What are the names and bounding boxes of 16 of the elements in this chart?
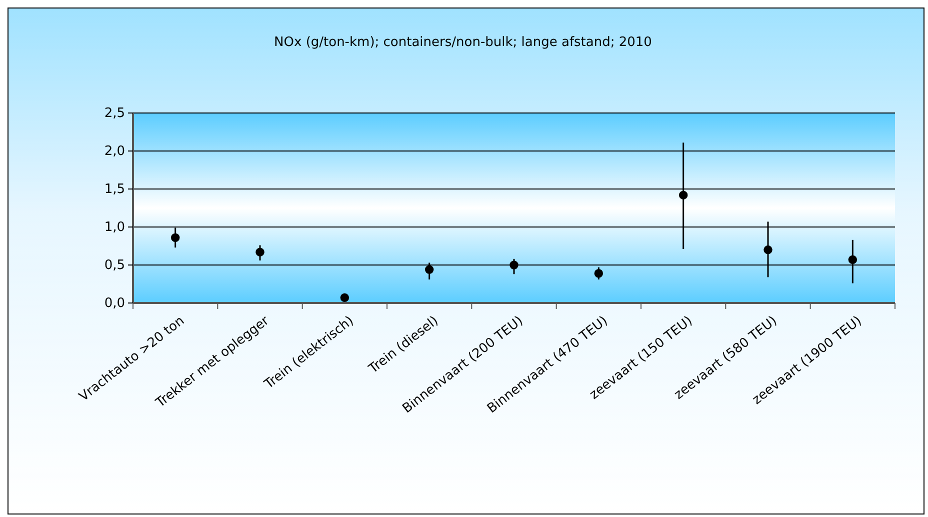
y-tick-label: 2,0 — [104, 144, 125, 160]
point — [170, 233, 180, 242]
y-tick-label: 1,5 — [104, 182, 125, 198]
point — [594, 269, 604, 278]
y-tick-label: 1,0 — [104, 220, 125, 236]
y-tick-label: 2,5 — [104, 106, 125, 122]
point — [424, 265, 434, 274]
point — [256, 248, 264, 256]
y-tick-label: 0,5 — [104, 258, 125, 274]
chart-title: NOx (g/ton-km); containers/non-bulk; lange afstand; 2010 — [274, 35, 652, 50]
point — [764, 245, 772, 254]
point — [848, 255, 858, 264]
point — [678, 190, 688, 200]
point — [510, 260, 518, 270]
point — [340, 293, 350, 302]
y-tick-label: 0,0 — [104, 296, 125, 312]
